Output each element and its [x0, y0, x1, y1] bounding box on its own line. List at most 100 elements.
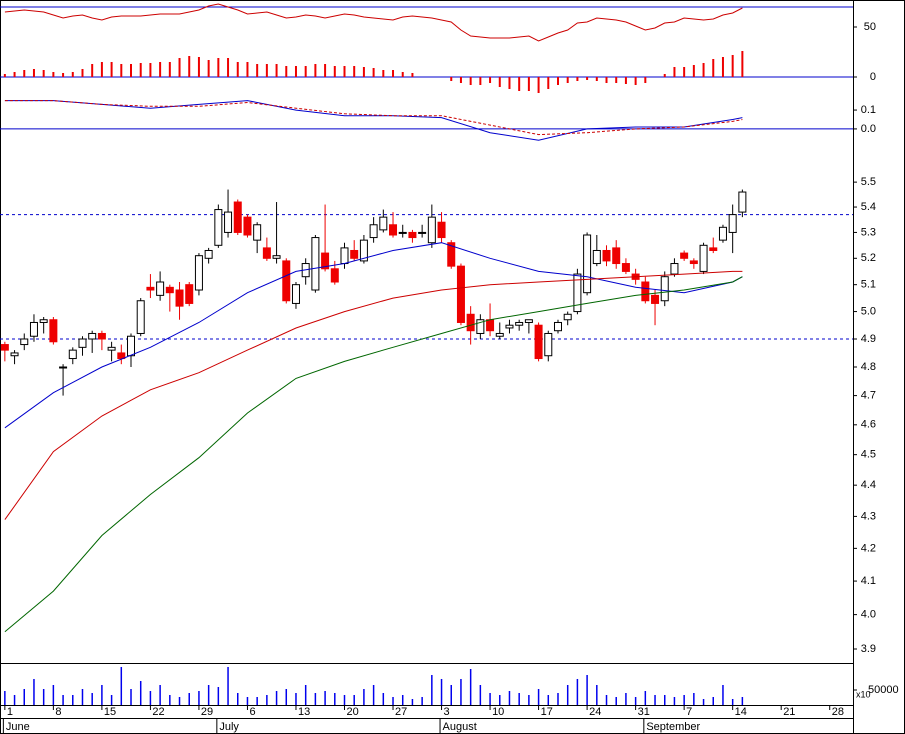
y-tick-label: 0 [870, 71, 876, 83]
x-tick-label: 28 [832, 706, 844, 718]
x-tick-label: 29 [201, 706, 213, 718]
candle-body [641, 281, 650, 302]
candle-body [738, 191, 747, 213]
y-tick-label: 4.4 [861, 479, 876, 491]
candle-body [214, 209, 223, 246]
candle-body [553, 321, 562, 332]
candle-body [709, 247, 718, 251]
candle-body [466, 313, 475, 332]
candle-body [418, 231, 427, 234]
candle-body [592, 249, 601, 265]
candle-body [699, 244, 708, 272]
candle-body [534, 324, 543, 360]
y-tick-label: 0.0 [861, 123, 876, 135]
indicator-line [4, 270, 743, 520]
candle-body [59, 366, 68, 369]
x-tick-label: 10 [492, 706, 504, 718]
candle-body [583, 234, 592, 294]
candle-body [136, 300, 145, 334]
indicator-line [4, 100, 743, 141]
candle-body [39, 319, 48, 323]
candle-body [291, 284, 300, 304]
month-label: August [443, 721, 477, 733]
candle-body [437, 221, 446, 239]
candle-body [515, 321, 524, 326]
y-tick-label: 5.5 [861, 176, 876, 188]
x-tick-label: 3 [444, 706, 450, 718]
candle-body [204, 249, 213, 259]
y-tick-label: 4.2 [861, 542, 876, 554]
candle-body [243, 216, 252, 236]
candle-body [20, 338, 29, 346]
candle-body [621, 263, 630, 272]
candle-body [272, 255, 281, 259]
candle-body [476, 319, 485, 334]
candle-body [456, 265, 465, 323]
candle-body [505, 324, 514, 329]
y-tick-label: 5.1 [861, 279, 876, 291]
candle-body [117, 352, 126, 360]
y-tick-label: 4.1 [861, 575, 876, 587]
y-tick-label: 5.4 [861, 201, 876, 213]
candle-body [49, 319, 58, 343]
candle-body [408, 231, 417, 239]
x-tick-label: 20 [346, 706, 358, 718]
candle-body [233, 201, 242, 233]
y-tick-label: 4.9 [861, 333, 876, 345]
candle-body [78, 338, 87, 348]
candle-body [651, 294, 660, 304]
y-tick-label: 4.8 [861, 361, 876, 373]
candle-body [340, 247, 349, 265]
x-tick-label: 8 [55, 706, 61, 718]
candle-body [29, 321, 38, 337]
candle-body [660, 276, 669, 302]
y-tick-label: 50000 [868, 684, 899, 696]
candle-body [495, 332, 504, 337]
candle-body [311, 237, 320, 291]
candle-body [689, 260, 698, 265]
y-axis-unit: x10 [856, 689, 871, 699]
x-tick-label: 1 [7, 706, 13, 718]
candle-body [146, 286, 155, 291]
y-tick-label: 5.2 [861, 252, 876, 264]
y-tick-label: 5.3 [861, 226, 876, 238]
x-tick-label: 27 [395, 706, 407, 718]
x-tick-label: 17 [541, 706, 553, 718]
candle-body [127, 335, 136, 357]
indicator-line [4, 276, 743, 633]
x-tick-label: 22 [152, 706, 164, 718]
candle-body [486, 319, 495, 332]
x-tick-label: 14 [735, 706, 747, 718]
y-tick-label: 4.5 [861, 449, 876, 461]
candle-body [350, 249, 359, 259]
candle-body [359, 239, 368, 262]
x-tick-label: 6 [249, 706, 255, 718]
candle-body [330, 268, 339, 283]
x-tick-label: 21 [783, 706, 795, 718]
candle-body [612, 247, 621, 265]
candle-body [165, 286, 174, 294]
candle-body [175, 289, 184, 307]
candle-body [224, 211, 233, 233]
x-tick-label: 13 [298, 706, 310, 718]
month-label: July [219, 721, 239, 733]
x-tick-label: 15 [104, 706, 116, 718]
candle-body [97, 332, 106, 340]
x-tick-label: 24 [589, 706, 601, 718]
y-tick-label: 4.0 [861, 609, 876, 621]
indicator-line [4, 242, 743, 429]
x-tick-label: 7 [686, 706, 692, 718]
candle-body [398, 231, 407, 234]
month-label: September [646, 721, 700, 733]
candle-body [718, 226, 727, 241]
candle-body [321, 252, 330, 270]
candle-body [524, 319, 533, 323]
candle-body [10, 352, 19, 357]
candle-body [185, 284, 194, 304]
candle-body [544, 332, 553, 357]
month-label: June [6, 721, 30, 733]
y-tick-label: 0.1 [861, 104, 876, 116]
candle-body [194, 255, 203, 291]
